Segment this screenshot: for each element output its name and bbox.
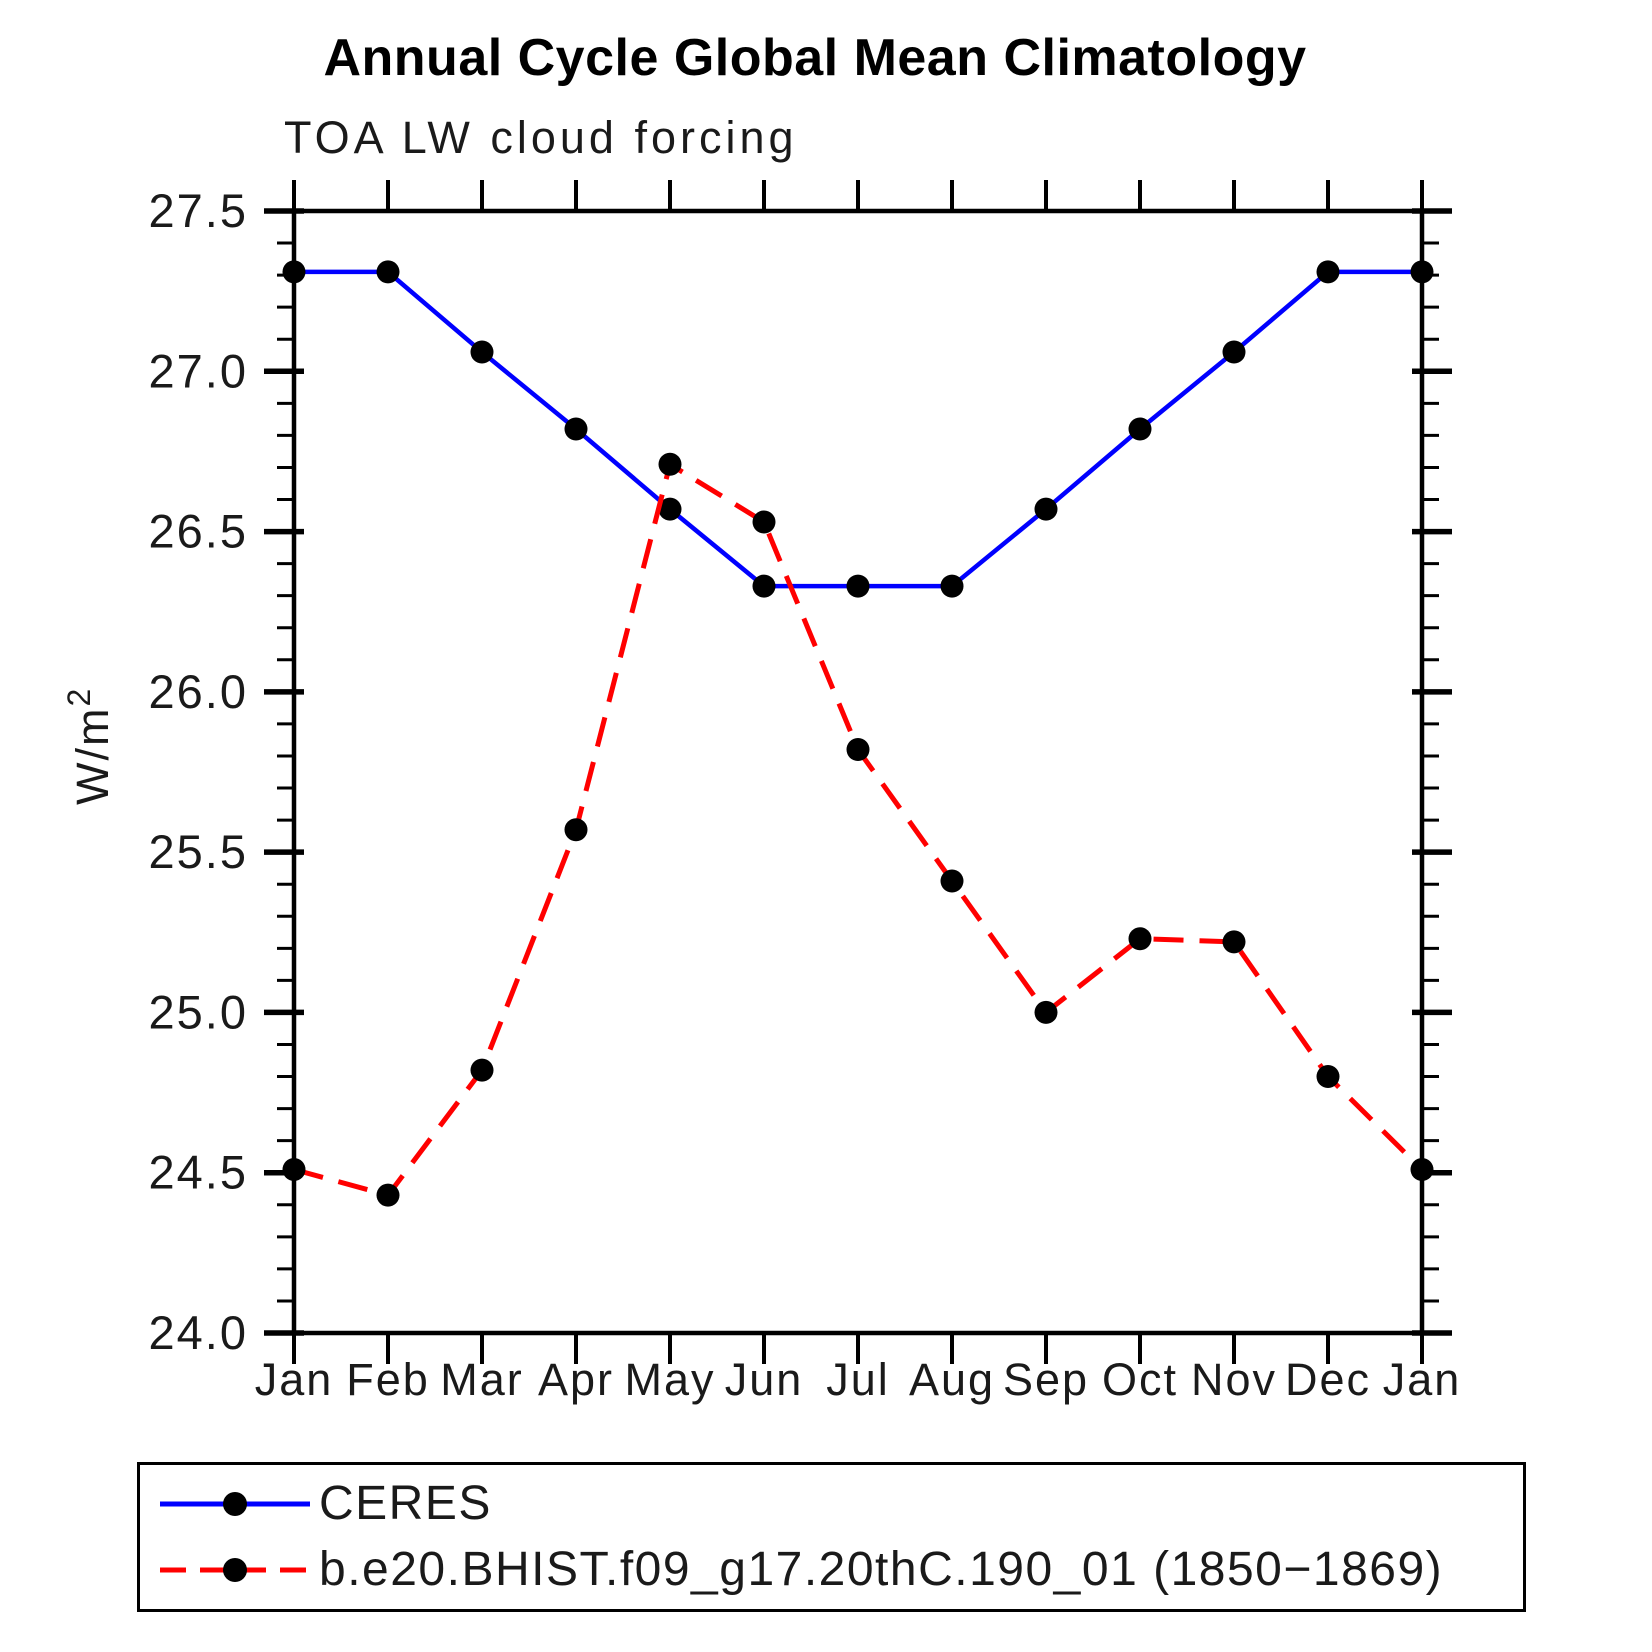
plot-frame [291, 208, 1425, 1336]
x-tick-label: Feb [346, 1354, 430, 1405]
data-point [564, 818, 588, 842]
model-line-sample-icon [160, 1558, 310, 1582]
data-point [1222, 340, 1246, 364]
y-tick-label: 24.0 [149, 1306, 248, 1359]
data-point [564, 417, 588, 441]
legend-label-model: b.e20.BHIST.f09_g17.20thC.190_01 (1850−1… [319, 1543, 1444, 1596]
x-tick-label: Nov [1191, 1354, 1277, 1405]
y-axis-major-ticks [264, 208, 1452, 1336]
data-point [658, 497, 682, 521]
data-point [376, 1183, 400, 1207]
data-point [1410, 1158, 1434, 1182]
y-tick-label: 27.0 [149, 344, 248, 397]
data-point [940, 869, 964, 893]
x-tick-label: Sep [1003, 1354, 1089, 1405]
y-axis-minor-ticks [277, 241, 1439, 1303]
x-tick-label: Mar [440, 1354, 524, 1405]
data-point [1410, 260, 1434, 284]
series-line-model [293, 460, 1424, 1199]
data-point [658, 452, 682, 476]
legend-item-model: b.e20.BHIST.f09_g17.20thC.190_01 (1850−1… [152, 1539, 1523, 1601]
data-point [1034, 1000, 1058, 1024]
series-markers-model [282, 452, 1434, 1207]
y-tick-label: 25.5 [149, 825, 248, 878]
x-tick-label: Jul [826, 1354, 890, 1405]
x-tick-labels: Jan Feb Mar Apr May Jun Jul Aug Sep Oct Nov Dec Jan [255, 1354, 1462, 1405]
legend: CERES b.e20.BHIST.f09_g17.20thC.190_01 (… [137, 1462, 1526, 1612]
chart-subtitle: TOA LW cloud forcing [284, 112, 798, 163]
data-point [940, 574, 964, 598]
x-tick-label: Aug [909, 1354, 995, 1405]
data-point [470, 340, 494, 364]
data-point [1128, 417, 1152, 441]
x-tick-label: Jan [1383, 1354, 1462, 1405]
data-point [282, 1158, 306, 1182]
x-tick-label: Jan [255, 1354, 334, 1405]
x-tick-label: Oct [1102, 1354, 1178, 1405]
chart-title: Annual Cycle Global Mean Climatology [323, 29, 1307, 87]
y-tick-label: 25.0 [149, 985, 248, 1038]
series-markers-ceres [282, 260, 1434, 598]
legend-item-ceres: CERES [152, 1473, 1523, 1535]
data-point [1316, 1065, 1340, 1089]
y-axis-title: W/m2 [61, 687, 118, 805]
x-axis-ticks [292, 180, 1424, 1364]
series-line-ceres [294, 269, 1422, 589]
data-point [282, 260, 306, 284]
data-point [1128, 927, 1152, 951]
data-point [846, 738, 870, 762]
data-point [1316, 260, 1340, 284]
x-tick-label: Dec [1285, 1354, 1371, 1405]
y-tick-labels: 24.0 24.5 25.0 25.5 26.0 26.5 27.0 27.5 [149, 184, 248, 1359]
y-tick-label: 27.5 [149, 184, 248, 237]
x-tick-label: Apr [538, 1354, 614, 1405]
data-point [1034, 497, 1058, 521]
data-point [1222, 930, 1246, 954]
y-tick-label: 24.5 [149, 1146, 248, 1199]
y-tick-label: 26.5 [149, 505, 248, 558]
y-tick-label: 26.0 [149, 665, 248, 718]
data-point [752, 510, 776, 534]
legend-label-ceres: CERES [319, 1477, 492, 1530]
data-point [376, 260, 400, 284]
ceres-line-sample-icon [160, 1492, 310, 1516]
x-tick-label: May [624, 1354, 715, 1405]
data-point [752, 574, 776, 598]
data-point [470, 1058, 494, 1082]
x-tick-label: Jun [725, 1354, 804, 1405]
data-point [846, 574, 870, 598]
